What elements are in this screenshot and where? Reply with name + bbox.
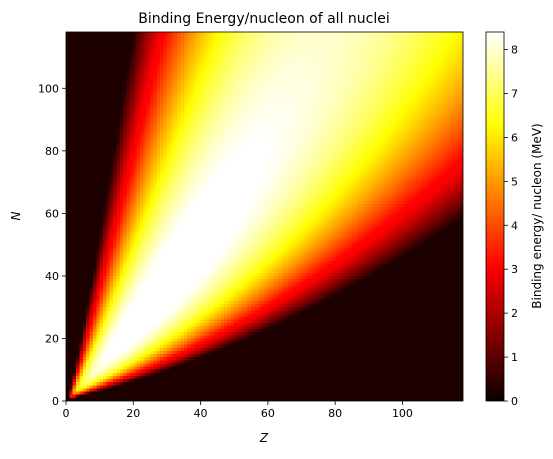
colorbar-tick-label: 0 [511, 395, 518, 408]
colorbar: 0 1 2 3 4 5 6 7 8 Binding energy/ nucleon (MeV) [485, 31, 544, 408]
y-axis-label: N [9, 211, 23, 220]
colorbar-tick-label: 8 [511, 44, 518, 57]
y-tick-label: 0 [52, 395, 59, 408]
y-tick-label: 100 [38, 82, 59, 95]
x-tick-label: 0 [63, 407, 70, 420]
x-tick-label: 20 [126, 407, 140, 420]
heatmap-image [66, 32, 463, 401]
chart-title: Binding Energy/nucleon of all nuclei [138, 11, 390, 27]
y-tick-label: 60 [45, 207, 59, 220]
x-axis-ticks: 0 20 40 60 80 100 [63, 401, 413, 420]
y-tick-label: 40 [45, 270, 59, 283]
colorbar-tick-label: 3 [511, 263, 518, 276]
colorbar-gradient [485, 31, 505, 402]
colorbar-ticks: 0 1 2 3 4 5 6 7 8 [504, 44, 518, 408]
y-axis-ticks: 0 20 40 60 80 100 [38, 82, 66, 408]
colorbar-tick-label: 1 [511, 351, 518, 364]
colorbar-tick-label: 4 [511, 219, 518, 232]
x-tick-label: 60 [261, 407, 275, 420]
colorbar-tick-label: 2 [511, 307, 518, 320]
x-tick-label: 40 [194, 407, 208, 420]
x-tick-label: 100 [392, 407, 413, 420]
y-tick-label: 80 [45, 145, 59, 158]
colorbar-tick-label: 7 [511, 88, 518, 101]
y-tick-label: 20 [45, 332, 59, 345]
colorbar-tick-label: 6 [511, 131, 518, 144]
x-tick-label: 80 [328, 407, 342, 420]
colorbar-label: Binding energy/ nucleon (MeV) [530, 123, 544, 308]
plot-frame [65, 31, 464, 402]
colorbar-tick-label: 5 [511, 175, 518, 188]
plot-area [65, 31, 464, 402]
x-axis-label: Z [259, 431, 269, 445]
